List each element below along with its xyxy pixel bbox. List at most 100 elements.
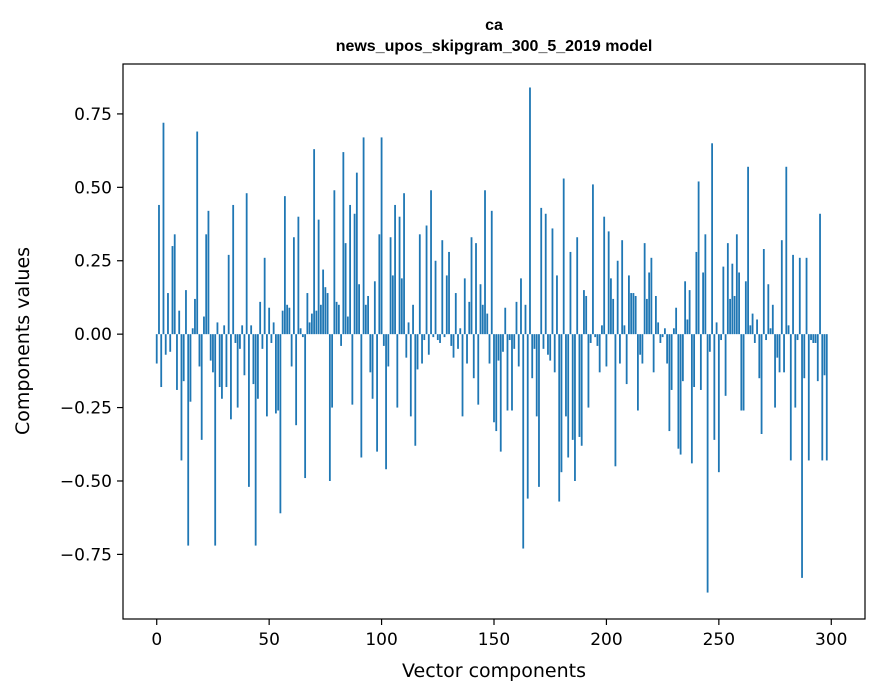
bar — [421, 334, 423, 364]
bar — [580, 334, 583, 446]
bar — [567, 334, 570, 458]
bar — [380, 137, 383, 335]
bar — [346, 316, 349, 335]
bar — [805, 257, 808, 335]
bar — [283, 196, 286, 335]
bar — [740, 334, 743, 411]
bar — [524, 304, 527, 335]
bar — [441, 240, 444, 335]
bar — [522, 334, 525, 549]
bar — [726, 243, 729, 335]
bar — [742, 334, 745, 411]
bar — [275, 334, 277, 414]
bar — [807, 334, 810, 461]
bar — [569, 251, 572, 335]
bar — [405, 334, 408, 358]
bar — [713, 334, 716, 440]
bar — [214, 334, 217, 546]
bar — [814, 334, 817, 343]
bar — [801, 334, 803, 578]
bar — [751, 313, 754, 335]
bar — [695, 251, 698, 335]
bar — [355, 172, 358, 335]
bar — [789, 334, 792, 461]
bar — [376, 334, 378, 452]
bar — [780, 240, 783, 335]
bar — [254, 334, 257, 546]
y-tick-label: 0.25 — [74, 252, 112, 272]
bar — [315, 310, 318, 335]
bar — [322, 269, 325, 335]
bar — [301, 334, 304, 338]
bar — [479, 284, 482, 335]
bar — [227, 254, 230, 335]
bar — [495, 334, 498, 432]
bar — [277, 334, 280, 411]
bar — [657, 322, 660, 335]
bar — [241, 325, 244, 335]
bar — [461, 334, 464, 417]
bar — [668, 334, 671, 432]
bar — [270, 334, 273, 343]
bar — [562, 178, 565, 335]
bar — [576, 237, 579, 335]
bar — [672, 328, 675, 335]
bar — [589, 334, 592, 343]
bar — [191, 328, 194, 335]
bar — [607, 231, 610, 335]
bar — [382, 334, 385, 346]
bar — [542, 334, 545, 349]
bar — [418, 234, 421, 335]
bar — [666, 334, 669, 364]
bar — [535, 334, 538, 417]
bar — [477, 334, 480, 405]
bar — [783, 334, 785, 373]
bar — [391, 275, 394, 335]
bar — [529, 87, 531, 335]
bar — [504, 307, 507, 335]
bar — [221, 334, 223, 399]
bar — [272, 322, 275, 335]
bar — [290, 334, 293, 367]
bar — [281, 310, 284, 335]
bar — [484, 190, 486, 335]
bar — [239, 334, 241, 349]
bar — [598, 334, 601, 373]
bar — [637, 334, 639, 411]
bar — [367, 295, 369, 335]
bar — [236, 334, 239, 408]
bar — [360, 334, 363, 458]
bar — [686, 319, 689, 335]
y-tick-label: −0.25 — [60, 399, 112, 419]
bar — [310, 313, 313, 335]
bar — [558, 334, 561, 502]
bar — [463, 278, 466, 335]
bar — [497, 334, 500, 361]
bar — [445, 275, 448, 335]
bar — [533, 334, 536, 349]
bar — [185, 290, 187, 335]
bar — [488, 334, 491, 364]
bar — [724, 334, 727, 396]
bar — [319, 304, 322, 335]
bar — [155, 334, 158, 364]
bar — [646, 298, 648, 335]
bar — [693, 334, 696, 388]
bar — [434, 260, 437, 335]
bar — [623, 325, 626, 335]
bar — [794, 334, 797, 408]
bar — [821, 334, 824, 461]
bar — [259, 301, 262, 335]
bar — [387, 334, 390, 367]
bar — [776, 334, 779, 358]
bar — [733, 295, 736, 335]
bar — [619, 334, 621, 364]
bar — [416, 334, 419, 370]
bar — [596, 334, 599, 346]
bar — [396, 334, 399, 408]
bar — [470, 237, 473, 335]
bar — [297, 216, 300, 335]
bar — [632, 293, 635, 335]
bar — [171, 246, 174, 335]
